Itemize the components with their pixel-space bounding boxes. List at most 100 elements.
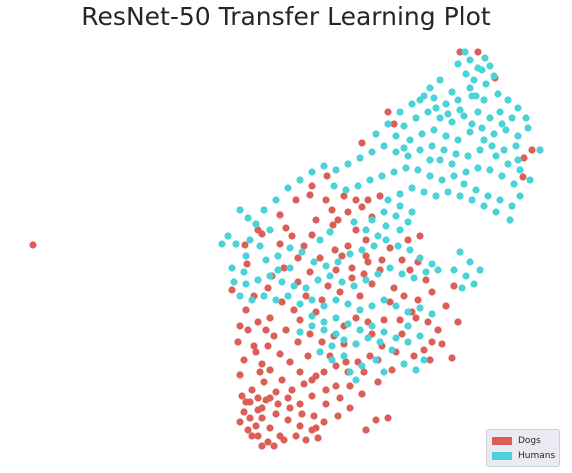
point-dogs-50 bbox=[280, 264, 288, 272]
point-dogs-105 bbox=[254, 432, 262, 440]
point-dogs-44 bbox=[266, 314, 274, 322]
point-dogs-194 bbox=[332, 382, 340, 390]
point-dogs-86 bbox=[260, 378, 268, 386]
point-humans-112 bbox=[384, 196, 392, 204]
point-humans-84 bbox=[438, 176, 446, 184]
point-humans-237 bbox=[498, 120, 506, 128]
point-humans-125 bbox=[244, 214, 252, 222]
point-dogs-169 bbox=[398, 330, 406, 338]
point-humans-19 bbox=[494, 90, 502, 98]
point-humans-41 bbox=[490, 130, 498, 138]
legend-swatch-humans bbox=[492, 451, 512, 460]
point-humans-49 bbox=[464, 152, 472, 160]
point-dogs-11 bbox=[308, 182, 316, 190]
point-dogs-54 bbox=[386, 244, 394, 252]
point-humans-176 bbox=[320, 302, 328, 310]
point-dogs-196 bbox=[360, 368, 368, 376]
point-humans-203 bbox=[316, 348, 324, 356]
point-dogs-156 bbox=[376, 192, 384, 200]
point-humans-28 bbox=[448, 118, 456, 126]
point-humans-172 bbox=[272, 296, 280, 304]
point-humans-100 bbox=[508, 202, 516, 210]
point-dogs-30 bbox=[344, 242, 352, 250]
point-humans-56 bbox=[380, 142, 388, 150]
point-humans-147 bbox=[394, 242, 402, 250]
point-dogs-92 bbox=[336, 394, 344, 402]
point-dogs-9 bbox=[390, 120, 398, 128]
point-dogs-68 bbox=[420, 346, 428, 354]
point-humans-143 bbox=[346, 250, 354, 258]
point-dogs-0 bbox=[29, 241, 37, 249]
point-dogs-112 bbox=[254, 406, 262, 414]
point-humans-165 bbox=[266, 272, 274, 280]
point-dogs-72 bbox=[366, 352, 374, 360]
point-dogs-67 bbox=[428, 338, 436, 346]
point-dogs-62 bbox=[386, 298, 394, 306]
point-dogs-108 bbox=[258, 414, 266, 422]
point-humans-180 bbox=[368, 302, 376, 310]
point-humans-120 bbox=[404, 218, 412, 226]
point-dogs-157 bbox=[338, 252, 346, 260]
point-dogs-76 bbox=[320, 368, 328, 376]
point-humans-15 bbox=[442, 100, 450, 108]
point-humans-185 bbox=[428, 310, 436, 318]
point-humans-201 bbox=[340, 336, 348, 344]
point-humans-153 bbox=[410, 274, 418, 282]
point-humans-204 bbox=[328, 356, 336, 364]
point-humans-169 bbox=[236, 292, 244, 300]
point-humans-121 bbox=[374, 232, 382, 240]
point-dogs-187 bbox=[242, 398, 250, 406]
point-humans-174 bbox=[296, 300, 304, 308]
point-dogs-88 bbox=[284, 394, 292, 402]
point-humans-179 bbox=[356, 306, 364, 314]
point-dogs-176 bbox=[304, 352, 312, 360]
point-dogs-93 bbox=[346, 404, 354, 412]
point-humans-206 bbox=[400, 360, 408, 368]
point-humans-66 bbox=[384, 120, 392, 128]
point-dogs-184 bbox=[362, 252, 370, 260]
point-humans-59 bbox=[344, 160, 352, 168]
point-dogs-153 bbox=[340, 192, 348, 200]
point-humans-53 bbox=[416, 146, 424, 154]
point-dogs-144 bbox=[358, 390, 366, 398]
point-dogs-85 bbox=[248, 386, 256, 394]
point-dogs-17 bbox=[329, 221, 337, 229]
point-dogs-40 bbox=[318, 296, 326, 304]
point-dogs-66 bbox=[434, 326, 442, 334]
point-dogs-147 bbox=[314, 434, 322, 442]
point-humans-90 bbox=[366, 176, 374, 184]
point-humans-150 bbox=[428, 260, 436, 268]
point-dogs-48 bbox=[264, 284, 272, 292]
point-humans-93 bbox=[330, 182, 338, 190]
point-humans-62 bbox=[308, 168, 316, 176]
point-dogs-75 bbox=[332, 362, 340, 370]
point-dogs-58 bbox=[422, 276, 430, 284]
point-dogs-150 bbox=[242, 306, 250, 314]
point-dogs-146 bbox=[292, 432, 300, 440]
point-dogs-84 bbox=[236, 371, 244, 379]
point-humans-97 bbox=[472, 186, 480, 194]
point-humans-145 bbox=[370, 242, 378, 250]
point-humans-136 bbox=[262, 256, 270, 264]
point-dogs-99 bbox=[272, 410, 280, 418]
point-humans-96 bbox=[460, 180, 468, 188]
point-humans-235 bbox=[478, 66, 486, 74]
point-dogs-175 bbox=[262, 326, 270, 334]
point-dogs-148 bbox=[228, 286, 236, 294]
point-humans-114 bbox=[408, 208, 416, 216]
point-dogs-35 bbox=[364, 258, 372, 266]
point-humans-1 bbox=[466, 56, 474, 64]
point-humans-191 bbox=[368, 322, 376, 330]
point-humans-70 bbox=[432, 104, 440, 112]
point-dogs-81 bbox=[264, 342, 272, 350]
point-humans-171 bbox=[260, 292, 268, 300]
point-humans-38 bbox=[454, 136, 462, 144]
legend-label-humans: Humans bbox=[518, 450, 556, 461]
point-dogs-115 bbox=[286, 404, 294, 412]
point-dogs-80 bbox=[276, 350, 284, 358]
point-dogs-181 bbox=[380, 316, 388, 324]
point-dogs-141 bbox=[388, 366, 396, 374]
point-humans-214 bbox=[466, 258, 474, 266]
point-humans-40 bbox=[478, 124, 486, 132]
point-humans-75 bbox=[492, 152, 500, 160]
